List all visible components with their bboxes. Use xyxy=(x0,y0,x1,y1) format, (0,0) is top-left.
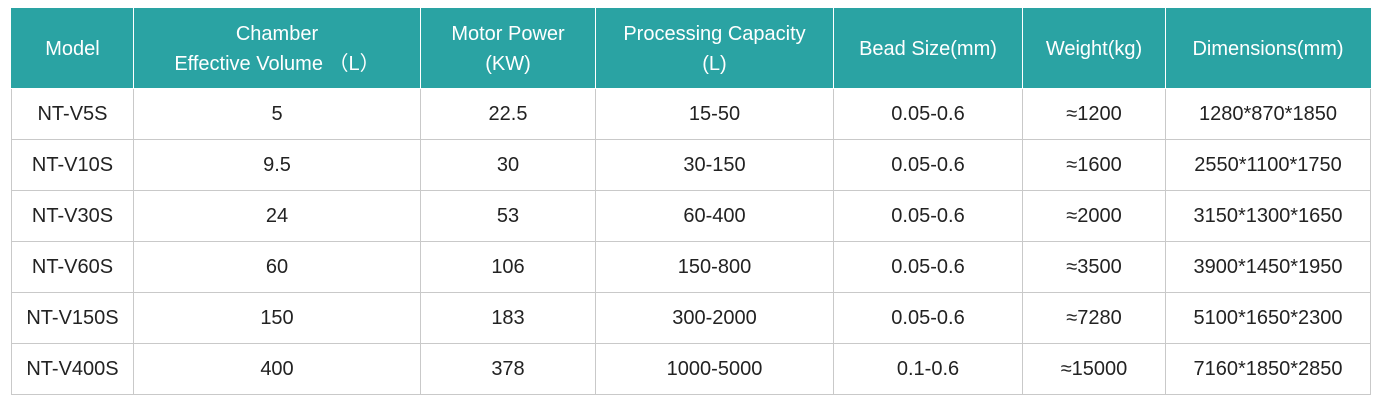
header-row: Model Chamber Effective Volume （L） Motor… xyxy=(11,8,1371,89)
table-row: NT-V400S 400 378 1000-5000 0.1-0.6 ≈1500… xyxy=(11,343,1371,395)
cell-chamber-volume: 150 xyxy=(133,292,421,344)
cell-bead-size: 0.05-0.6 xyxy=(833,139,1023,191)
header-bead-size-label: Bead Size(mm) xyxy=(859,37,997,60)
header-motor-power: Motor Power (KW) xyxy=(420,8,596,89)
header-bead-size: Bead Size(mm) xyxy=(833,8,1023,89)
cell-motor-power: 30 xyxy=(420,139,596,191)
header-model: Model xyxy=(11,8,134,89)
cell-model: NT-V60S xyxy=(11,241,134,293)
cell-dimensions: 7160*1850*2850 xyxy=(1165,343,1371,395)
cell-weight: ≈3500 xyxy=(1022,241,1166,293)
table-body: NT-V5S 5 22.5 15-50 0.05-0.6 ≈1200 1280*… xyxy=(11,88,1371,395)
cell-model: NT-V30S xyxy=(11,190,134,242)
header-chamber-volume-line1: Chamber xyxy=(235,22,319,45)
header-model-label: Model xyxy=(45,37,100,60)
table-row: NT-V30S 24 53 60-400 0.05-0.6 ≈2000 3150… xyxy=(11,190,1371,242)
cell-dimensions: 3150*1300*1650 xyxy=(1165,190,1371,242)
cell-weight: ≈7280 xyxy=(1022,292,1166,344)
cell-chamber-volume: 400 xyxy=(133,343,421,395)
cell-chamber-volume: 24 xyxy=(133,190,421,242)
header-chamber-volume-line2: Effective Volume （L） xyxy=(174,52,380,75)
cell-bead-size: 0.05-0.6 xyxy=(833,88,1023,140)
cell-bead-size: 0.05-0.6 xyxy=(833,292,1023,344)
cell-bead-size: 0.1-0.6 xyxy=(833,343,1023,395)
header-processing-capacity-line2: (L) xyxy=(702,52,727,75)
header-weight: Weight(kg) xyxy=(1022,8,1166,89)
cell-dimensions: 3900*1450*1950 xyxy=(1165,241,1371,293)
cell-dimensions: 5100*1650*2300 xyxy=(1165,292,1371,344)
cell-motor-power: 183 xyxy=(420,292,596,344)
header-weight-label: Weight(kg) xyxy=(1045,37,1143,60)
cell-processing-capacity: 300-2000 xyxy=(595,292,834,344)
cell-dimensions: 2550*1100*1750 xyxy=(1165,139,1371,191)
table-row: NT-V150S 150 183 300-2000 0.05-0.6 ≈7280… xyxy=(11,292,1371,344)
cell-model: NT-V5S xyxy=(11,88,134,140)
table-row: NT-V10S 9.5 30 30-150 0.05-0.6 ≈1600 255… xyxy=(11,139,1371,191)
cell-weight: ≈1200 xyxy=(1022,88,1166,140)
cell-model: NT-V10S xyxy=(11,139,134,191)
cell-processing-capacity: 60-400 xyxy=(595,190,834,242)
cell-model: NT-V150S xyxy=(11,292,134,344)
cell-processing-capacity: 150-800 xyxy=(595,241,834,293)
table-row: NT-V5S 5 22.5 15-50 0.05-0.6 ≈1200 1280*… xyxy=(11,88,1371,140)
cell-motor-power: 53 xyxy=(420,190,596,242)
header-motor-power-line2: (KW) xyxy=(485,52,531,75)
cell-weight: ≈1600 xyxy=(1022,139,1166,191)
header-dimensions-label: Dimensions(mm) xyxy=(1192,37,1344,60)
header-dimensions: Dimensions(mm) xyxy=(1165,8,1371,89)
cell-weight: ≈15000 xyxy=(1022,343,1166,395)
cell-processing-capacity: 30-150 xyxy=(595,139,834,191)
table-row: NT-V60S 60 106 150-800 0.05-0.6 ≈3500 39… xyxy=(11,241,1371,293)
cell-chamber-volume: 5 xyxy=(133,88,421,140)
cell-motor-power: 378 xyxy=(420,343,596,395)
cell-motor-power: 22.5 xyxy=(420,88,596,140)
spec-table: Model Chamber Effective Volume （L） Motor… xyxy=(11,8,1371,395)
cell-processing-capacity: 1000-5000 xyxy=(595,343,834,395)
cell-chamber-volume: 60 xyxy=(133,241,421,293)
header-processing-capacity-line1: Processing Capacity xyxy=(623,22,806,45)
cell-processing-capacity: 15-50 xyxy=(595,88,834,140)
cell-dimensions: 1280*870*1850 xyxy=(1165,88,1371,140)
cell-weight: ≈2000 xyxy=(1022,190,1166,242)
cell-motor-power: 106 xyxy=(420,241,596,293)
cell-model: NT-V400S xyxy=(11,343,134,395)
header-motor-power-line1: Motor Power xyxy=(451,22,565,45)
cell-bead-size: 0.05-0.6 xyxy=(833,241,1023,293)
cell-chamber-volume: 9.5 xyxy=(133,139,421,191)
table-header: Model Chamber Effective Volume （L） Motor… xyxy=(11,8,1371,89)
cell-bead-size: 0.05-0.6 xyxy=(833,190,1023,242)
header-chamber-volume: Chamber Effective Volume （L） xyxy=(133,8,421,89)
header-processing-capacity: Processing Capacity (L) xyxy=(595,8,834,89)
